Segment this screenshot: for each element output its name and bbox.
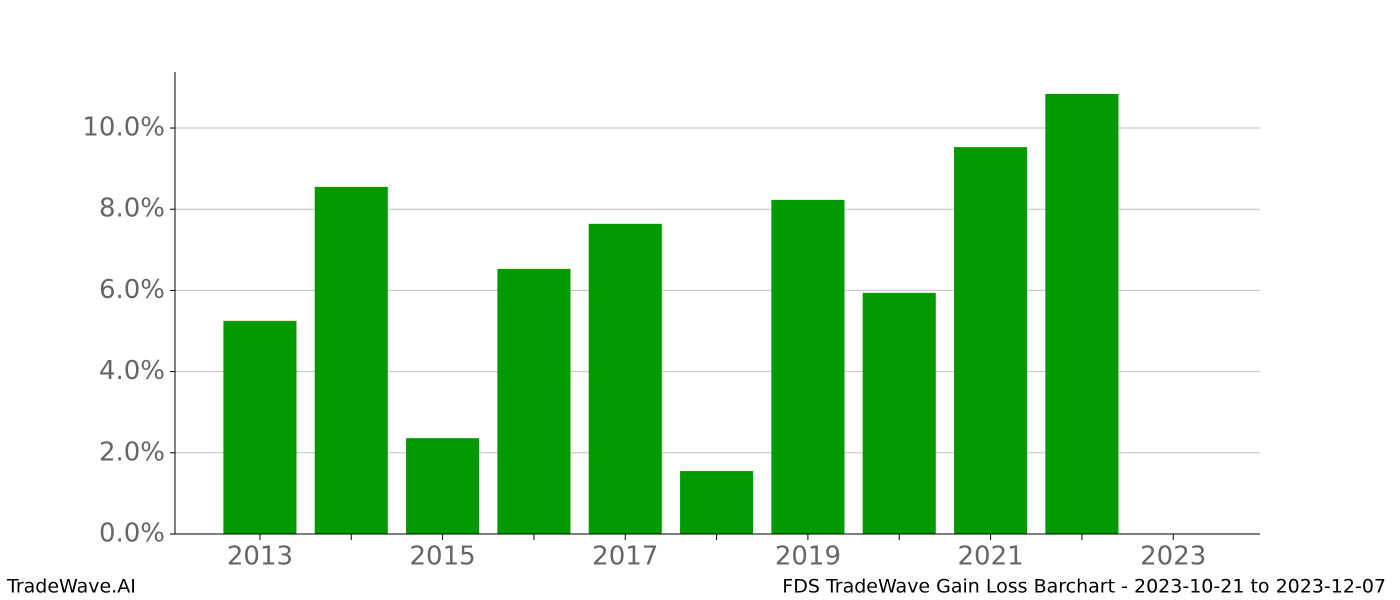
y-tick-label: 0.0% [99, 519, 165, 549]
x-tick-label: 2013 [227, 542, 293, 572]
x-tick-label: 2015 [410, 542, 476, 572]
y-tick-label: 8.0% [99, 194, 165, 224]
footer-left: TradeWave.AI [6, 576, 136, 598]
y-tick-label: 10.0% [82, 113, 165, 143]
x-tick-label: 2021 [957, 542, 1023, 572]
bar [680, 471, 754, 534]
x-tick-label: 2023 [1140, 542, 1206, 572]
bar [314, 186, 388, 534]
bar [1045, 93, 1119, 534]
bar [954, 147, 1028, 534]
x-tick-label: 2017 [592, 542, 658, 572]
bar [588, 223, 662, 535]
footer-right: FDS TradeWave Gain Loss Barchart - 2023-… [782, 576, 1386, 598]
y-tick-label: 2.0% [99, 437, 165, 467]
bar [497, 268, 571, 534]
bar [771, 199, 845, 534]
bar [223, 320, 297, 534]
x-tick-label: 2019 [775, 542, 841, 572]
bar [862, 292, 936, 534]
bar [406, 438, 480, 534]
y-tick-label: 4.0% [99, 356, 165, 386]
y-tick-label: 6.0% [99, 275, 165, 305]
